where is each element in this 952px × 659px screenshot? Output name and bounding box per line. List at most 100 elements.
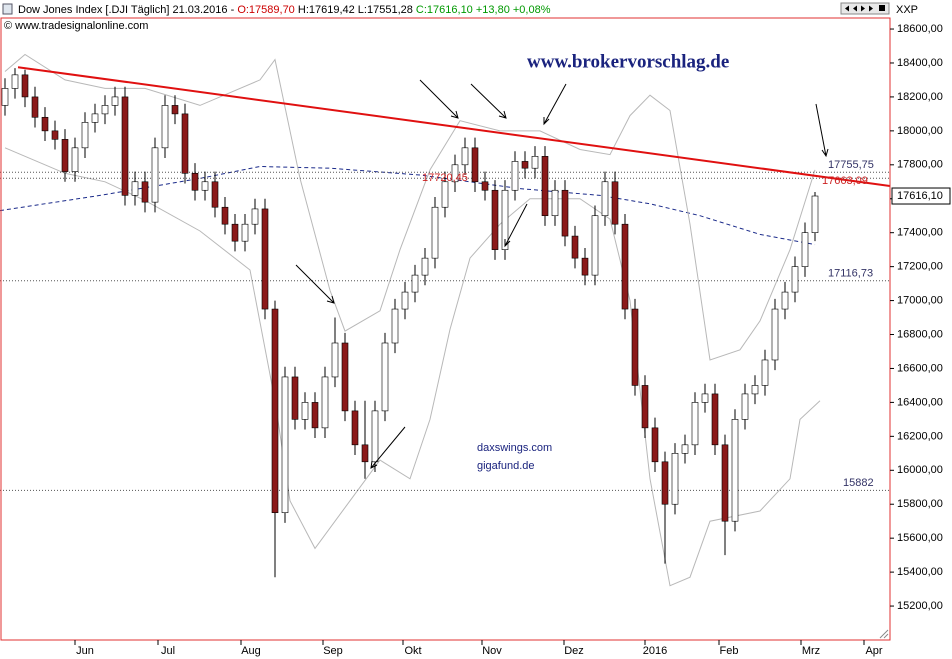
candle-body (301, 402, 309, 420)
level-label: 17116,73 (828, 268, 873, 280)
axis-code: XXP (896, 4, 918, 16)
candle-body (791, 266, 799, 293)
candle-body (291, 376, 299, 420)
note: gigafund.de (477, 460, 535, 472)
arrow (815, 103, 829, 158)
candle-body (341, 342, 349, 412)
candle-body (671, 453, 679, 505)
title-part: O:17589,70 (237, 4, 295, 16)
candle-body (421, 257, 429, 276)
candle-body (191, 172, 199, 191)
y-tick-label: 18200,00 (897, 91, 943, 103)
candle-body (11, 74, 19, 89)
arrow (504, 203, 528, 248)
candle-body (631, 308, 639, 386)
x-tick-label: Apr (865, 645, 882, 657)
candle-body (571, 235, 579, 259)
candle-body (261, 208, 269, 310)
x-tick-label: 2016 (643, 645, 667, 657)
candle-body (541, 156, 549, 217)
subtitle: © www.tradesignalonline.com (4, 20, 148, 32)
candle-body (281, 376, 289, 514)
candle-body (661, 461, 669, 505)
candle-body (391, 308, 399, 344)
y-tick-label: 18000,00 (897, 125, 943, 137)
y-tick-label: 18600,00 (897, 23, 943, 35)
last-price-label: 17616,10 (897, 190, 943, 202)
candle-body (151, 147, 159, 203)
candle-body (211, 181, 219, 208)
candle-body (231, 223, 239, 242)
candle-body (651, 427, 659, 463)
candle-body (771, 308, 779, 361)
candle-body (741, 393, 749, 420)
x-tick-label: Feb (720, 645, 739, 657)
candle-body (601, 181, 609, 217)
arrows (295, 79, 829, 469)
candle-body (221, 206, 229, 225)
candle-body (311, 402, 319, 429)
arrow (470, 83, 507, 119)
candle-body (1, 88, 9, 106)
y-tick-label: 15600,00 (897, 532, 943, 544)
arrow (419, 79, 459, 119)
candle-body (251, 208, 259, 225)
bollinger-band (4, 53, 816, 361)
candle-body (811, 195, 819, 233)
candle-body (131, 181, 139, 196)
candle-body (31, 96, 39, 118)
y-tick-label: 18400,00 (897, 57, 943, 69)
x-tick-label: Aug (241, 645, 261, 657)
resize-grip[interactable] (879, 629, 889, 639)
candle-body (361, 444, 369, 463)
candle-body (731, 419, 739, 522)
candle-body (681, 444, 689, 454)
candle-body (461, 147, 469, 166)
title-part: C:17616,10 +13,80 +0,08% (416, 4, 551, 16)
window-buttons[interactable] (840, 2, 890, 15)
level-label: 17720,45 (422, 172, 468, 184)
button-icons (845, 5, 885, 12)
candle-body (711, 393, 719, 446)
candle-body (91, 113, 99, 123)
candle-body (41, 116, 49, 132)
moving-average (0, 165, 816, 246)
y-tick-label: 15200,00 (897, 600, 943, 612)
plot-area (0, 53, 891, 587)
candle-body (751, 385, 759, 395)
candle-body (721, 444, 729, 522)
candle-body (621, 223, 629, 310)
candle-body (101, 105, 109, 115)
candle-body (271, 308, 279, 514)
candle-body (161, 105, 169, 149)
arrow (370, 426, 406, 469)
x-tick-label: Nov (482, 645, 502, 657)
title-icon (2, 3, 13, 15)
candle-body (431, 206, 439, 259)
candle-body (581, 257, 589, 276)
last-price-box (891, 187, 951, 205)
y-tick-label: 15400,00 (897, 566, 943, 578)
x-tick-label: Jun (76, 645, 94, 657)
arrow (295, 264, 335, 304)
candle-body (81, 122, 89, 149)
candle-body (641, 385, 649, 429)
candle-body (701, 393, 709, 403)
y-tick-label: 16800,00 (897, 328, 943, 340)
candle-body (351, 410, 359, 446)
candle-body (381, 342, 389, 412)
candle-body (241, 223, 249, 242)
candle-body (501, 189, 509, 250)
x-tick-label: Mrz (802, 645, 820, 657)
level-label: 17663,09 (822, 175, 868, 187)
candle-body (21, 74, 29, 98)
candle-body (371, 410, 379, 463)
level-label: 17755,75 (828, 159, 874, 171)
x-tick-label: Jul (161, 645, 175, 657)
candle-body (531, 156, 539, 169)
bollinger-band (4, 147, 821, 587)
y-tick-label: 17200,00 (897, 261, 943, 273)
candle-body (181, 113, 189, 174)
